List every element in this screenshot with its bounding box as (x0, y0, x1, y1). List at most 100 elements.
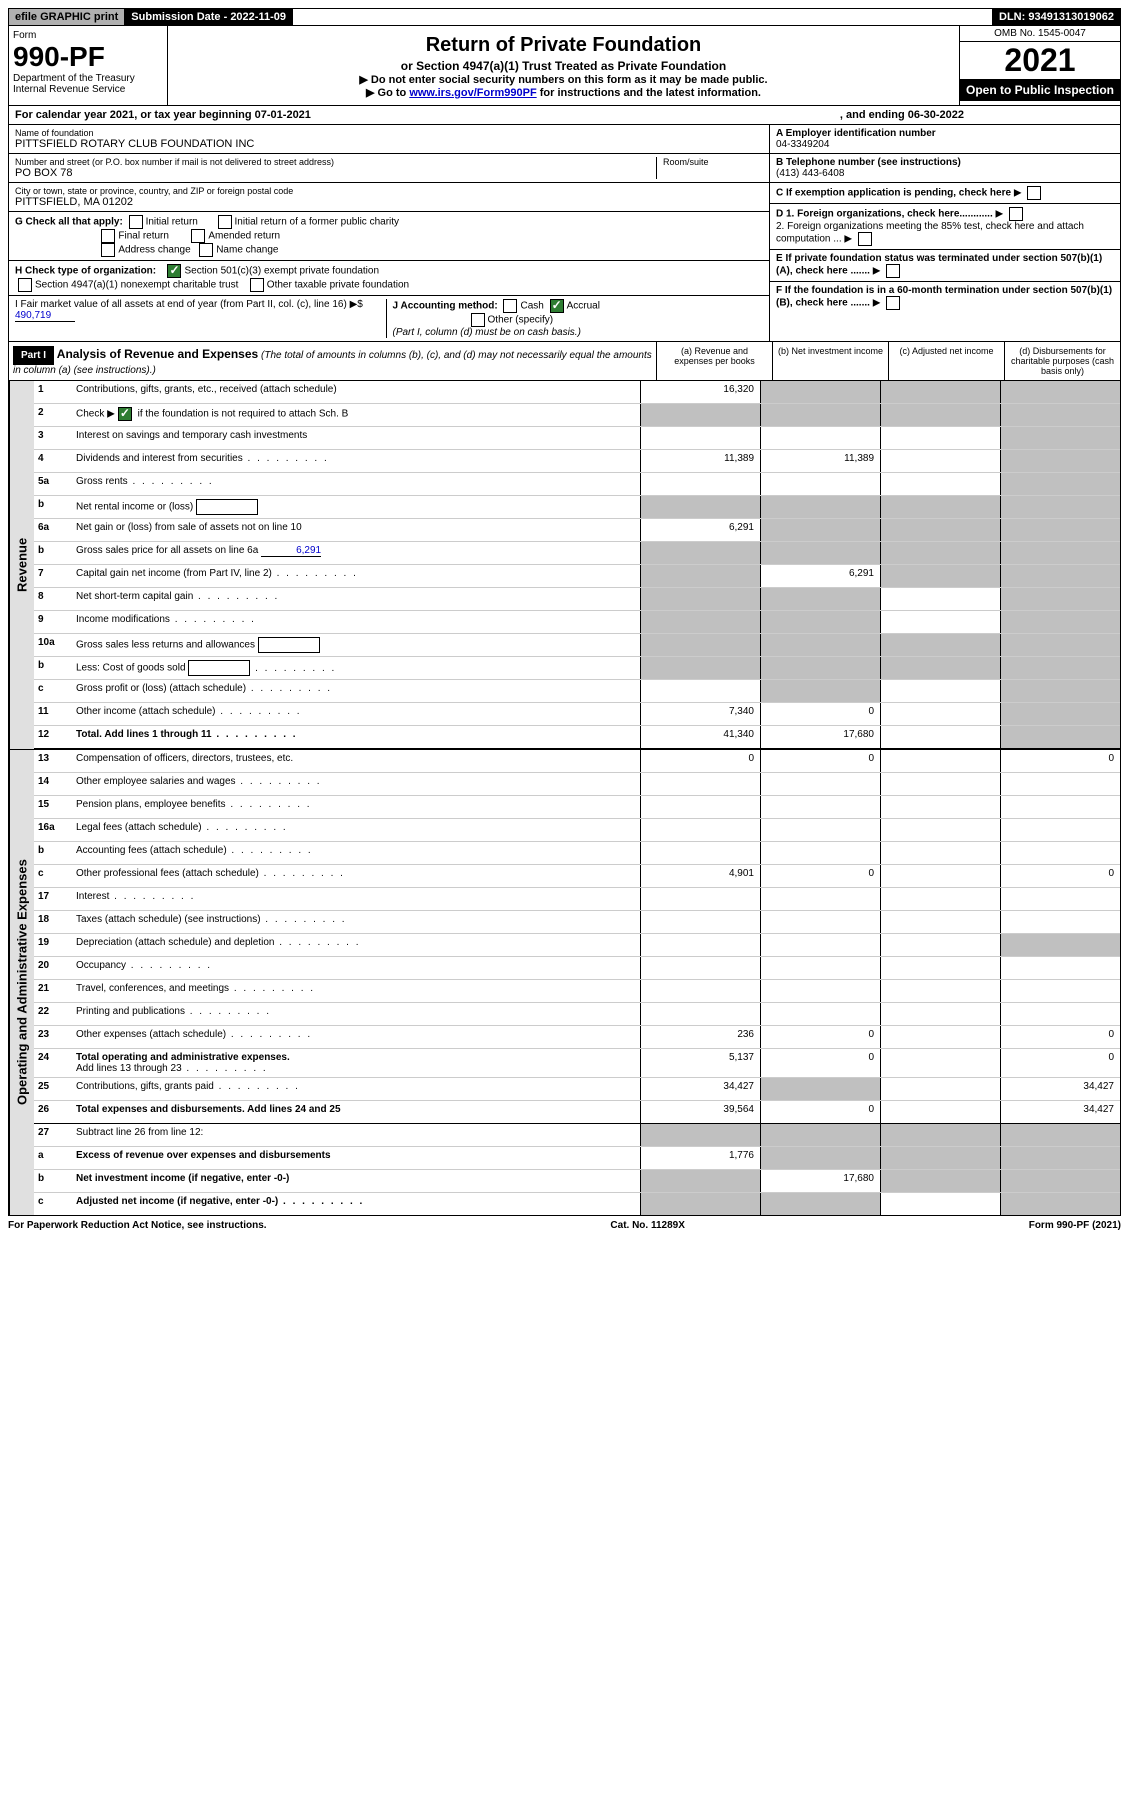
page-footer: For Paperwork Reduction Act Notice, see … (8, 1216, 1121, 1235)
col-a-head: (a) Revenue and expenses per books (656, 342, 772, 380)
l13-d: 0 (1000, 750, 1120, 772)
d1-label: D 1. Foreign organizations, check here..… (776, 209, 993, 220)
line-14: Other employee salaries and wages (72, 773, 640, 795)
line-7: Capital gain net income (from Part IV, l… (72, 565, 640, 587)
top-bar: efile GRAPHIC print Submission Date - 20… (8, 8, 1121, 26)
l7-b: 6,291 (760, 565, 880, 587)
c-label: C If exemption application is pending, c… (776, 188, 1011, 199)
line-23: Other expenses (attach schedule) (72, 1026, 640, 1048)
line-24: Total operating and administrative expen… (72, 1049, 640, 1077)
l24-b: 0 (760, 1049, 880, 1077)
l24-a: 5,137 (640, 1049, 760, 1077)
chk-501c3[interactable] (167, 264, 181, 278)
line-2: Check ▶ if the foundation is not require… (72, 404, 640, 426)
col-b-head: (b) Net investment income (772, 342, 888, 380)
part1-header: Part I Analysis of Revenue and Expenses … (8, 342, 1121, 381)
line-16a: Legal fees (attach schedule) (72, 819, 640, 841)
line-19: Depreciation (attach schedule) and deple… (72, 934, 640, 956)
line-4: Dividends and interest from securities (72, 450, 640, 472)
line-25: Contributions, gifts, grants paid (72, 1078, 640, 1100)
chk-cash[interactable] (503, 299, 517, 313)
chk-c[interactable] (1027, 186, 1041, 200)
line-27a: Excess of revenue over expenses and disb… (72, 1147, 640, 1169)
chk-e[interactable] (886, 264, 900, 278)
dln: DLN: 93491313019062 (993, 9, 1120, 25)
l16c-a: 4,901 (640, 865, 760, 887)
l23-a: 236 (640, 1026, 760, 1048)
name-label: Name of foundation (15, 128, 763, 138)
chk-d2[interactable] (858, 232, 872, 246)
form-link[interactable]: www.irs.gov/Form990PF (409, 87, 536, 99)
l12-a: 41,340 (640, 726, 760, 748)
line-6b: Gross sales price for all assets on line… (72, 542, 640, 564)
l1-a: 16,320 (640, 381, 760, 403)
d2-label: 2. Foreign organizations meeting the 85%… (776, 221, 1084, 245)
foundation-name: PITTSFIELD ROTARY CLUB FOUNDATION INC (15, 138, 763, 150)
chk-initial-former[interactable] (218, 215, 232, 229)
city-label: City or town, state or province, country… (15, 186, 763, 196)
form-number: 990-PF (13, 41, 163, 73)
chk-name-change[interactable] (199, 243, 213, 257)
l26-d: 34,427 (1000, 1101, 1120, 1123)
l23-d: 0 (1000, 1026, 1120, 1048)
irs: Internal Revenue Service (13, 84, 163, 95)
line-11: Other income (attach schedule) (72, 703, 640, 725)
l12-b: 17,680 (760, 726, 880, 748)
room-label: Room/suite (663, 157, 763, 167)
submission-date: Submission Date - 2022-11-09 (125, 9, 293, 25)
arrow-note-1: ▶ Do not enter social security numbers o… (174, 73, 953, 86)
l11-b: 0 (760, 703, 880, 725)
efile-print-btn[interactable]: efile GRAPHIC print (9, 9, 125, 25)
l11-a: 7,340 (640, 703, 760, 725)
l27a-a: 1,776 (640, 1147, 760, 1169)
line-8: Net short-term capital gain (72, 588, 640, 610)
ein-label: A Employer identification number (776, 128, 936, 139)
ein-value: 04-3349204 (776, 139, 829, 150)
j-label: J Accounting method: (393, 301, 498, 312)
line-21: Travel, conferences, and meetings (72, 980, 640, 1002)
e-label: E If private foundation status was termi… (776, 253, 1102, 277)
l6a-a: 6,291 (640, 519, 760, 541)
calendar-year-row: For calendar year 2021, or tax year begi… (8, 106, 1121, 125)
chk-f[interactable] (886, 296, 900, 310)
l4-b: 11,389 (760, 450, 880, 472)
chk-other-tax[interactable] (250, 278, 264, 292)
j-note: (Part I, column (d) must be on cash basi… (393, 327, 581, 338)
chk-4947[interactable] (18, 278, 32, 292)
line-13: Compensation of officers, directors, tru… (72, 750, 640, 772)
part1-title: Analysis of Revenue and Expenses (57, 347, 258, 361)
arrow-note-2: ▶ Go to www.irs.gov/Form990PF for instru… (174, 86, 953, 99)
col-d-head: (d) Disbursements for charitable purpose… (1004, 342, 1120, 380)
l4-a: 11,389 (640, 450, 760, 472)
l24-d: 0 (1000, 1049, 1120, 1077)
revenue-section: Revenue 1Contributions, gifts, grants, e… (8, 381, 1121, 750)
revenue-side-label: Revenue (9, 381, 34, 749)
line-10b: Less: Cost of goods sold (72, 657, 640, 679)
footer-mid: Cat. No. 11289X (610, 1220, 684, 1231)
form-title: Return of Private Foundation (174, 34, 953, 57)
line-5b: Net rental income or (loss) (72, 496, 640, 518)
line-22: Printing and publications (72, 1003, 640, 1025)
col-c-head: (c) Adjusted net income (888, 342, 1004, 380)
line-12: Total. Add lines 1 through 11 (72, 726, 640, 748)
chk-final[interactable] (101, 229, 115, 243)
chk-other-method[interactable] (471, 313, 485, 327)
l13-a: 0 (640, 750, 760, 772)
chk-amended[interactable] (191, 229, 205, 243)
fmv-value: 490,719 (15, 310, 75, 322)
l16c-b: 0 (760, 865, 880, 887)
chk-schb[interactable] (118, 407, 132, 421)
line-26: Total expenses and disbursements. Add li… (72, 1101, 640, 1123)
expenses-section: Operating and Administrative Expenses 13… (8, 750, 1121, 1216)
chk-addr-change[interactable] (101, 243, 115, 257)
chk-accrual[interactable] (550, 299, 564, 313)
omb-number: OMB No. 1545-0047 (960, 26, 1120, 42)
footer-left: For Paperwork Reduction Act Notice, see … (8, 1220, 267, 1231)
expenses-side-label: Operating and Administrative Expenses (9, 750, 34, 1215)
l26-a: 39,564 (640, 1101, 760, 1123)
line-27c: Adjusted net income (if negative, enter … (72, 1193, 640, 1215)
chk-initial[interactable] (129, 215, 143, 229)
chk-d1[interactable] (1009, 207, 1023, 221)
city-state-zip: PITTSFIELD, MA 01202 (15, 196, 763, 208)
line-16b: Accounting fees (attach schedule) (72, 842, 640, 864)
